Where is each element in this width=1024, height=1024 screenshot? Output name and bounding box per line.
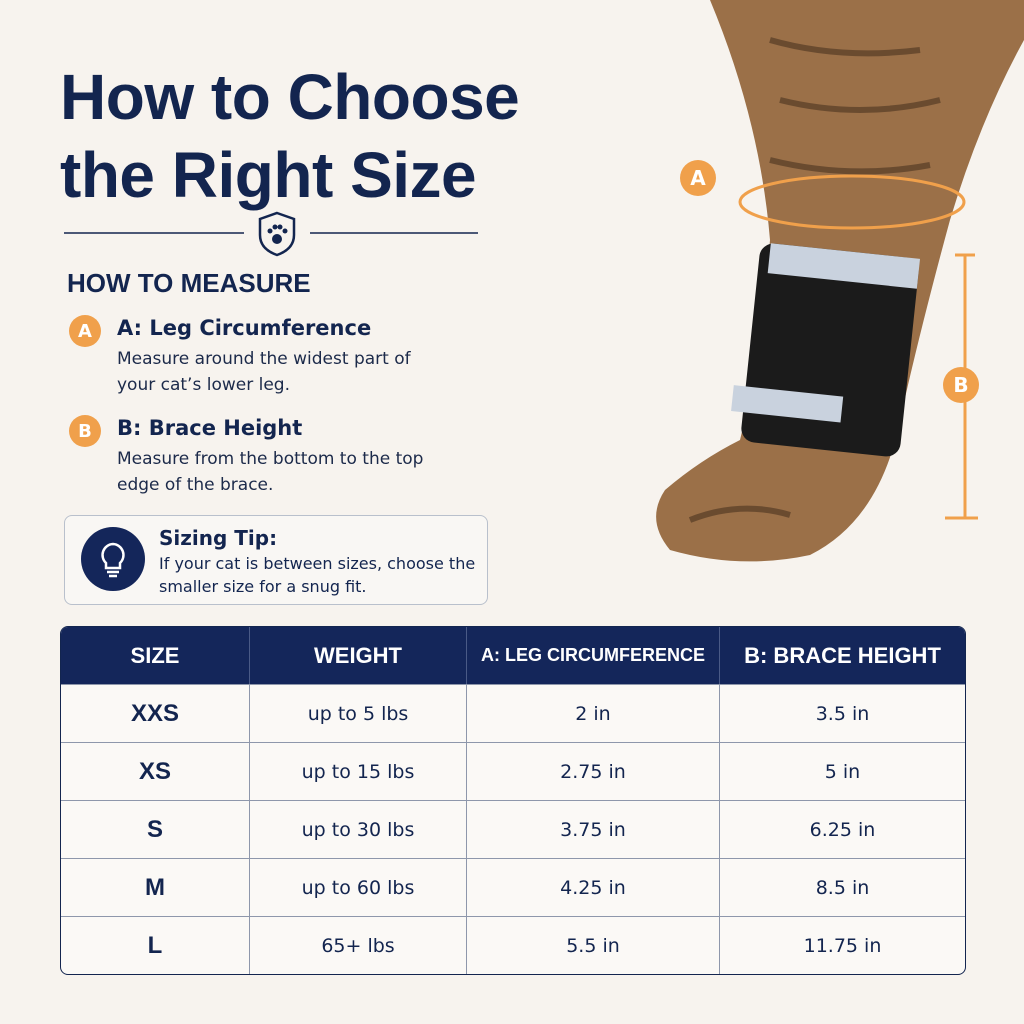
badge: A	[69, 315, 101, 347]
badge: B	[69, 415, 101, 447]
divider	[64, 211, 478, 257]
size-cell: M	[61, 858, 249, 916]
size-cell: XXS	[61, 684, 249, 742]
header-row: SIZE WEIGHT A: LEG CIRCUMFERENCE B: BRAC…	[61, 627, 965, 684]
table-cell: 4.25 in	[466, 858, 719, 916]
table-cell: 6.25 in	[719, 800, 965, 858]
table-row: XXS up to 5 lbs 2 in 3.5 in	[61, 684, 965, 742]
table-cell: 3.75 in	[466, 800, 719, 858]
item-title: A: Leg Circumference	[117, 316, 372, 340]
item-text: Measure from the bottom to the top edge …	[117, 449, 424, 495]
item-title: B: Brace Height	[117, 416, 303, 440]
table-cell: up to 30 lbs	[249, 800, 466, 858]
title: How to Choose the Right Size	[60, 61, 520, 211]
table-cell: 65+ lbs	[249, 916, 466, 974]
section-heading: HOW TO MEASURE	[67, 268, 311, 298]
table-cell: up to 15 lbs	[249, 742, 466, 800]
table-cell: up to 5 lbs	[249, 684, 466, 742]
size-cell: L	[61, 916, 249, 974]
size-cell: XS	[61, 742, 249, 800]
tip-box: Sizing Tip: If your cat is between sizes…	[64, 515, 488, 605]
header-cell: B: BRACE HEIGHT	[719, 627, 965, 684]
table-cell: 3.5 in	[719, 684, 965, 742]
header-cell: WEIGHT	[249, 627, 466, 684]
table-cell: 11.75 in	[719, 916, 965, 974]
table-cell: 8.5 in	[719, 858, 965, 916]
item-text: Measure around the widest part of your c…	[117, 349, 411, 395]
table-row: XS up to 15 lbs 2.75 in 5 in	[61, 742, 965, 800]
header-cell: SIZE	[61, 627, 249, 684]
tip-text: If your cat is between sizes, choose the…	[159, 554, 476, 596]
size-table: SIZE WEIGHT A: LEG CIRCUMFERENCE B: BRAC…	[60, 626, 966, 975]
bulb-icon	[81, 527, 145, 591]
table-cell: 5 in	[719, 742, 965, 800]
table-row: L 65+ lbs 5.5 in 11.75 in	[61, 916, 965, 974]
diagram-label: A	[680, 160, 716, 196]
diagram-label: B	[943, 367, 979, 403]
table-cell: 2.75 in	[466, 742, 719, 800]
tip-title: Sizing Tip:	[159, 526, 278, 550]
header-cell: A: LEG CIRCUMFERENCE	[466, 627, 719, 684]
size-cell: S	[61, 800, 249, 858]
table-cell: 2 in	[466, 684, 719, 742]
table-cell: up to 60 lbs	[249, 858, 466, 916]
table-cell: 5.5 in	[466, 916, 719, 974]
cat-leg-illustration	[656, 0, 1024, 562]
